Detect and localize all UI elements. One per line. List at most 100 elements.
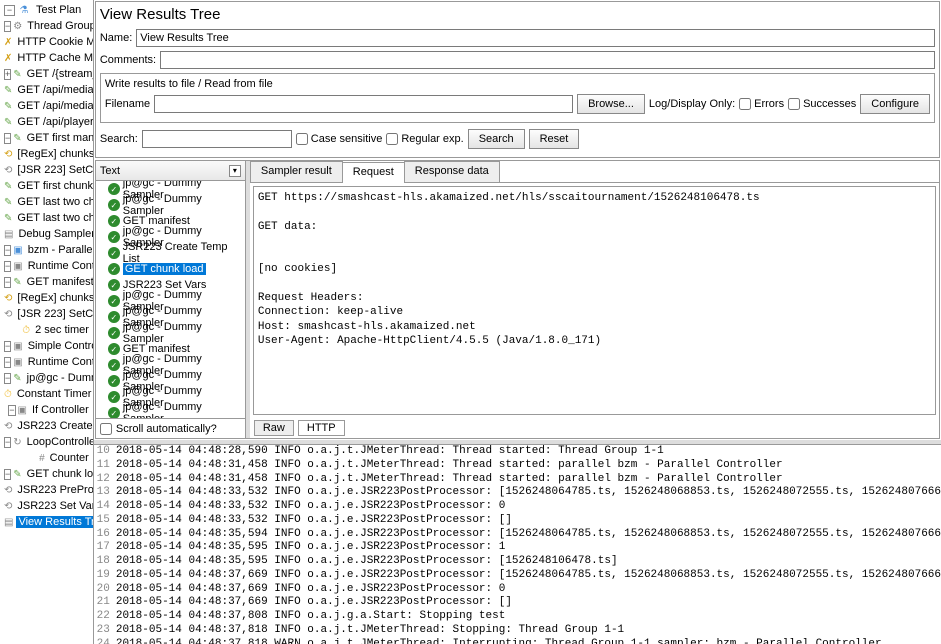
expander-icon[interactable]: − — [4, 357, 11, 368]
tree-node[interactable]: −▣If Controller — [2, 402, 91, 418]
result-item[interactable]: ✓jp@gc - Dummy Sampler — [96, 325, 245, 341]
tree-node[interactable]: ✎GET last two chunks — [2, 194, 91, 210]
expander-icon[interactable]: − — [8, 405, 15, 416]
tree-node[interactable]: ▤Debug Sampler — [2, 226, 91, 242]
tree-node[interactable]: ✎GET /api/media/views — [2, 98, 91, 114]
tree-node[interactable]: −⚗Test Plan — [2, 2, 91, 18]
tree-node-label: GET first chunk — [15, 180, 93, 192]
results-list[interactable]: ✓jp@gc - Dummy Sampler✓jp@gc - Dummy Sam… — [96, 181, 245, 418]
test-plan-tree[interactable]: −⚗Test Plan−⚙Thread Group✗HTTP Cookie Ma… — [0, 0, 94, 644]
tree-node[interactable]: ✎GET first chunk — [2, 178, 91, 194]
tree-node[interactable]: −▣Runtime Controller — [2, 258, 91, 274]
reset-button[interactable]: Reset — [529, 129, 580, 149]
tree-node[interactable]: ✗HTTP Cache Manager — [2, 50, 91, 66]
expander-icon[interactable]: − — [4, 469, 11, 480]
expander-icon[interactable]: − — [4, 373, 11, 384]
tree-node[interactable]: −▣Simple Controller — [2, 338, 91, 354]
expander-icon[interactable]: − — [4, 341, 11, 352]
log-panel[interactable]: 102018-05-14 04:48:28,590 INFO o.a.j.t.J… — [94, 444, 941, 644]
result-item[interactable]: ✓jp@gc - Dummy Sampler — [96, 197, 245, 213]
tree-node[interactable]: −↻LoopController — [2, 434, 91, 450]
expander-icon[interactable]: − — [4, 245, 11, 256]
logdisplay-label: Log/Display Only: — [649, 98, 735, 110]
log-line: 192018-05-14 04:48:37,669 INFO o.a.j.e.J… — [94, 569, 941, 583]
tree-node-label: Test Plan — [34, 4, 83, 16]
tree-node[interactable]: #Counter — [2, 450, 91, 466]
search-input[interactable] — [142, 130, 292, 148]
browse-button[interactable]: Browse... — [577, 94, 645, 114]
name-input[interactable] — [136, 29, 935, 47]
configure-button[interactable]: Configure — [860, 94, 930, 114]
results-tree-panel: Text ▾ ✓jp@gc - Dummy Sampler✓jp@gc - Du… — [96, 161, 246, 438]
clock-icon: ⏱ — [4, 387, 12, 401]
log-line: 112018-05-14 04:48:31,458 INFO o.a.j.t.J… — [94, 459, 941, 473]
tree-node[interactable]: ⟲[JSR 223] SetChunkHistory — [2, 162, 91, 178]
tree-node[interactable]: −⚙Thread Group — [2, 18, 91, 34]
tree-node[interactable]: ✎GET /api/player/config/live — [2, 114, 91, 130]
tree-node-label: GET /api/media/views — [15, 100, 93, 112]
log-line-number: 15 — [94, 514, 116, 528]
expander-icon[interactable]: − — [4, 5, 15, 16]
result-item-label: jp@gc - Dummy Sampler — [123, 193, 245, 217]
success-icon: ✓ — [108, 327, 120, 339]
tab-response-data[interactable]: Response data — [404, 161, 500, 182]
expander-icon[interactable]: − — [4, 437, 11, 448]
tree-node-label: HTTP Cookie Manager — [15, 36, 93, 48]
log-line-number: 14 — [94, 500, 116, 514]
tree-node[interactable]: −✎jp@gc - Dummy Sampler — [2, 370, 91, 386]
log-line-number: 13 — [94, 486, 116, 500]
regex-icon: ⟲ — [4, 147, 12, 161]
tree-node[interactable]: ⏱Constant Timer — [2, 386, 91, 402]
log-line: 162018-05-14 04:48:35,594 INFO o.a.j.e.J… — [94, 528, 941, 542]
cookie-icon: ✗ — [4, 51, 12, 65]
tree-node-label: Runtime Controller — [26, 260, 94, 272]
log-line-number: 19 — [94, 569, 116, 583]
tree-node[interactable]: −✎GET manifest — [2, 274, 91, 290]
expander-icon[interactable]: + — [4, 69, 11, 80]
tree-node[interactable]: −✎GET chunk load — [2, 466, 91, 482]
regex-icon: ⟲ — [4, 291, 12, 305]
tree-node-label: HTTP Cache Manager — [15, 52, 93, 64]
panel-title: View Results Tree — [100, 6, 935, 23]
tree-node[interactable]: −▣Runtime Controller — [2, 354, 91, 370]
tab-request[interactable]: Request — [342, 162, 405, 183]
successes-checkbox[interactable]: Successes — [788, 98, 856, 110]
tree-node[interactable]: ▤View Results Tree — [2, 514, 91, 530]
tree-node[interactable]: −✎GET first manifest — [2, 130, 91, 146]
tree-node[interactable]: ⟲[JSR 223] SetChunkHistory — [2, 306, 91, 322]
result-item[interactable]: ✓JSR223 Create Temp List — [96, 245, 245, 261]
tree-node[interactable]: ⟲JSR223 Set Vars — [2, 498, 91, 514]
tab-sampler-result[interactable]: Sampler result — [250, 161, 343, 182]
tree-node-label: JSR223 Create Temp List — [15, 420, 93, 432]
expander-icon[interactable]: − — [4, 261, 11, 272]
tree-node[interactable]: ⏱2 sec timer — [2, 322, 91, 338]
format-tab-http[interactable]: HTTP — [298, 420, 345, 436]
tree-node[interactable]: ⟲[RegEx] chunks — [2, 146, 91, 162]
tree-node[interactable]: −▣bzm - Parallel Controller — [2, 242, 91, 258]
expander-icon[interactable]: − — [4, 277, 11, 288]
errors-checkbox[interactable]: Errors — [739, 98, 784, 110]
tree-node-label: JSR223 PreProcessor — [15, 484, 93, 496]
scroll-auto-checkbox[interactable] — [100, 423, 112, 435]
case-sensitive-checkbox[interactable]: Case sensitive — [296, 133, 383, 145]
search-button[interactable]: Search — [468, 129, 525, 149]
clock-icon: ⏱ — [22, 323, 30, 337]
expander-icon[interactable]: − — [4, 21, 11, 32]
tree-node[interactable]: ✗HTTP Cookie Manager — [2, 34, 91, 50]
dropdown-icon[interactable]: ▾ — [229, 165, 241, 177]
tree-node[interactable]: ⟲[RegEx] chunks — [2, 290, 91, 306]
comments-input[interactable] — [160, 51, 935, 69]
simple-icon: ▣ — [13, 339, 22, 353]
tree-node[interactable]: +✎GET /{stream_name} — [2, 66, 91, 82]
regular-exp-checkbox[interactable]: Regular exp. — [386, 133, 463, 145]
tree-node[interactable]: ✎GET last two chunks — [2, 210, 91, 226]
tree-node[interactable]: ⟲JSR223 PreProcessor — [2, 482, 91, 498]
filename-input[interactable] — [154, 95, 573, 113]
format-tab-raw[interactable]: Raw — [254, 420, 294, 436]
success-icon: ✓ — [108, 247, 120, 259]
tree-node[interactable]: ⟲JSR223 Create Temp List — [2, 418, 91, 434]
expander-icon[interactable]: − — [4, 133, 11, 144]
tree-node[interactable]: ✎GET /api/media/live — [2, 82, 91, 98]
results-type-dropdown[interactable]: Text — [100, 165, 229, 177]
name-label: Name: — [100, 32, 132, 44]
